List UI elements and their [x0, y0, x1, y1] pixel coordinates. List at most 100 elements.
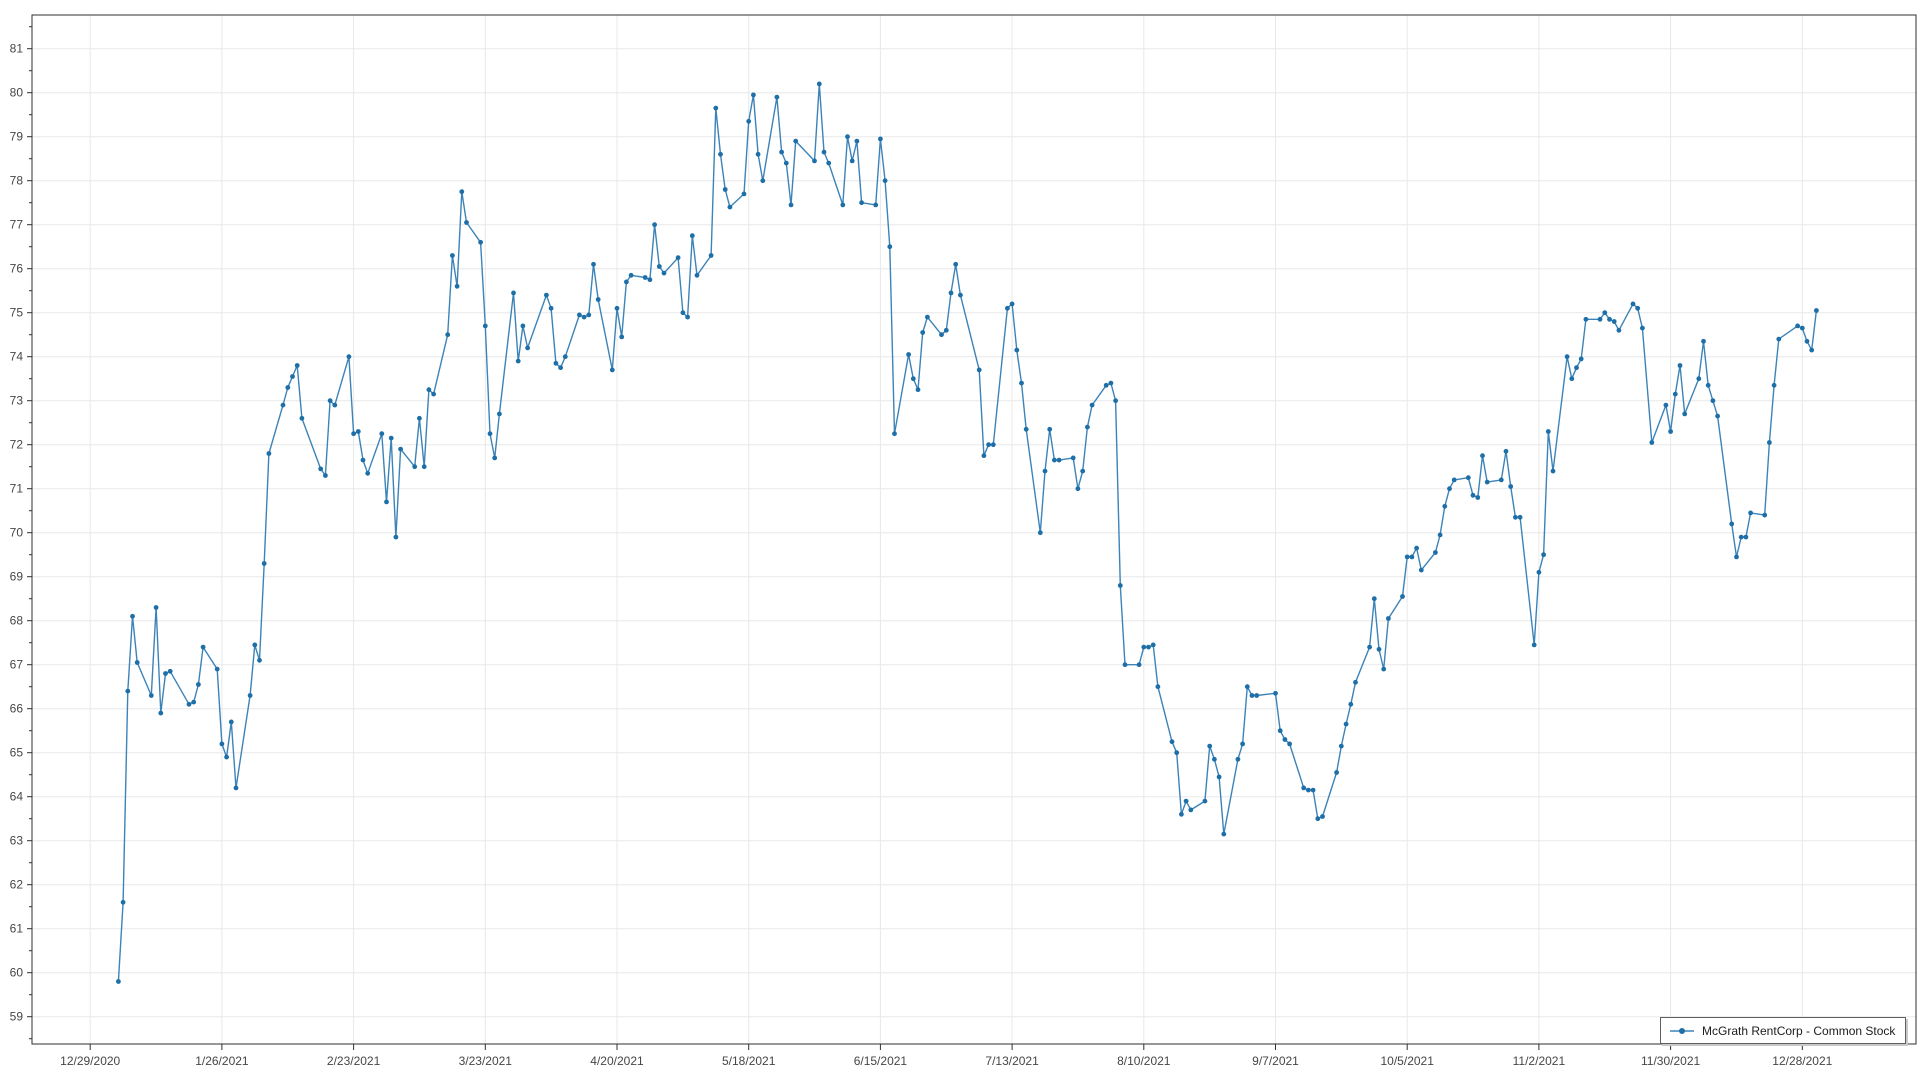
data-point-marker[interactable] [1484, 479, 1490, 485]
data-point-marker[interactable] [614, 305, 620, 311]
data-point-marker[interactable] [751, 92, 756, 98]
plot-area[interactable] [32, 15, 1916, 1044]
data-point-marker[interactable] [1117, 583, 1123, 588]
data-point-marker[interactable] [487, 431, 493, 437]
data-point-marker[interactable] [859, 200, 864, 206]
data-point-marker[interactable] [167, 668, 173, 674]
data-point-marker[interactable] [595, 297, 601, 302]
data-point-marker[interactable] [976, 367, 982, 373]
data-point-marker[interactable] [379, 431, 385, 437]
data-point-marker[interactable] [1630, 301, 1636, 307]
data-point-marker[interactable] [1287, 741, 1292, 747]
data-point-marker[interactable] [116, 979, 121, 984]
data-point-marker[interactable] [1343, 721, 1349, 727]
data-point-marker[interactable] [120, 899, 126, 905]
data-point-marker[interactable] [1536, 569, 1542, 575]
data-point-marker[interactable] [675, 255, 681, 261]
data-point-marker[interactable] [1583, 316, 1589, 322]
data-point-marker[interactable] [134, 660, 140, 665]
data-point-marker[interactable] [1475, 495, 1481, 500]
data-point-marker[interactable] [647, 277, 653, 283]
data-point-marker[interactable] [1814, 308, 1819, 313]
data-point-marker[interactable] [1470, 492, 1476, 498]
data-point-marker[interactable] [1240, 741, 1245, 747]
data-point-marker[interactable] [1611, 319, 1617, 324]
data-point-marker[interactable] [1569, 376, 1575, 382]
data-point-marker[interactable] [1212, 756, 1217, 762]
data-point-marker[interactable] [482, 323, 488, 329]
data-point-marker[interactable] [1710, 398, 1716, 404]
data-point-marker[interactable] [854, 138, 860, 144]
data-point-marker[interactable] [656, 264, 662, 269]
data-point-marker[interactable] [1414, 545, 1419, 551]
data-point-marker[interactable] [840, 202, 846, 208]
data-point-marker[interactable] [1381, 666, 1387, 672]
data-point-marker[interactable] [1113, 398, 1118, 404]
data-point-marker[interactable] [562, 354, 568, 360]
data-point-marker[interactable] [355, 429, 361, 434]
data-point-marker[interactable] [299, 415, 305, 421]
data-point-marker[interactable] [581, 314, 587, 320]
data-point-marker[interactable] [1122, 662, 1128, 668]
data-point-marker[interactable] [1277, 728, 1283, 734]
data-point-marker[interactable] [1672, 391, 1678, 397]
data-point-marker[interactable] [1155, 684, 1161, 690]
data-point-marker[interactable] [1207, 743, 1213, 749]
data-point-marker[interactable] [318, 466, 324, 472]
data-point-marker[interactable] [525, 345, 530, 351]
data-point-marker[interactable] [1545, 429, 1551, 434]
data-point-marker[interactable] [783, 160, 789, 166]
data-point-marker[interactable] [882, 178, 888, 184]
data-point-marker[interactable] [685, 314, 690, 320]
data-point-marker[interactable] [713, 105, 719, 111]
data-point-marker[interactable] [1498, 477, 1504, 483]
data-point-marker[interactable] [821, 149, 827, 155]
data-point-marker[interactable] [252, 642, 258, 648]
data-point-marker[interactable] [1541, 552, 1546, 558]
data-point-marker[interactable] [1748, 510, 1753, 516]
data-point-marker[interactable] [1146, 644, 1151, 650]
data-point-marker[interactable] [943, 327, 949, 333]
data-point-marker[interactable] [1602, 310, 1608, 316]
data-point-marker[interactable] [892, 431, 897, 437]
data-point-marker[interactable] [1037, 530, 1043, 536]
data-point-marker[interactable] [153, 605, 159, 610]
data-point-marker[interactable] [925, 314, 930, 320]
data-point-marker[interactable] [953, 261, 959, 267]
data-point-marker[interactable] [939, 332, 944, 338]
data-point-marker[interactable] [247, 693, 253, 698]
data-point-marker[interactable] [1306, 787, 1311, 793]
data-point-marker[interactable] [1480, 453, 1485, 459]
data-point-marker[interactable] [163, 671, 168, 676]
data-point-marker[interactable] [1804, 338, 1810, 344]
data-point-marker[interactable] [628, 272, 634, 278]
data-point-marker[interactable] [718, 151, 723, 157]
data-point-marker[interactable] [450, 253, 455, 258]
data-point-marker[interactable] [1108, 380, 1114, 386]
data-point-marker[interactable] [1767, 440, 1772, 445]
data-point-marker[interactable] [327, 398, 333, 404]
data-point-marker[interactable] [689, 233, 695, 239]
data-point-marker[interactable] [1353, 679, 1358, 685]
data-point-marker[interactable] [158, 710, 164, 716]
data-point-marker[interactable] [1597, 316, 1603, 322]
data-point-marker[interactable] [1578, 356, 1584, 362]
data-point-marker[interactable] [816, 81, 822, 87]
data-point-marker[interactable] [515, 358, 521, 364]
data-point-marker[interactable] [214, 666, 220, 672]
data-point-marker[interactable] [1005, 305, 1010, 311]
data-point-marker[interactable] [1273, 690, 1278, 696]
data-point-marker[interactable] [1418, 567, 1424, 573]
data-point-marker[interactable] [1174, 750, 1180, 756]
data-point-marker[interactable] [1089, 402, 1095, 408]
data-point-marker[interactable] [478, 239, 483, 245]
data-point-marker[interactable] [224, 754, 230, 760]
data-point-marker[interactable] [1315, 816, 1321, 822]
data-point-marker[interactable] [1799, 325, 1805, 331]
data-point-marker[interactable] [1503, 448, 1509, 454]
data-point-marker[interactable] [1762, 512, 1768, 518]
data-point-marker[interactable] [1738, 534, 1744, 540]
data-point-marker[interactable] [1743, 534, 1749, 540]
data-point-marker[interactable] [887, 244, 893, 250]
data-point-marker[interactable] [261, 561, 267, 566]
